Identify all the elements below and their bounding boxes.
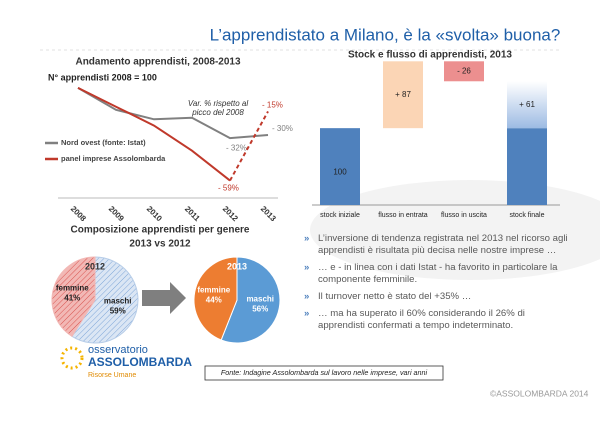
bar [507,81,547,129]
x-tick-label: flusso in uscita [441,212,487,219]
bullet: … e - in linea con i dati Istat - ha fav… [300,262,572,286]
composition-subtitle: 2013 vs 2012 [129,239,191,250]
data-label: - 30% [272,124,293,133]
x-tick-label: 2009 [107,204,126,223]
source: Fonte: Indagine Assolombarda sul lavoro … [221,368,428,377]
pie-slice [193,256,238,341]
bullet: … ma ha superato il 60% considerando il … [300,308,572,332]
slice-label: femmine [197,286,230,295]
slice-value: 41% [64,294,80,303]
logo-text: ASSOLOMBARDA [88,355,192,369]
x-tick-label: 2012 [221,204,240,223]
composition-title: Composizione apprendisti per genere [71,225,250,236]
logo-text: osservatorio [88,344,148,356]
x-tick-label: flusso in entrata [378,212,428,219]
data-label: + 87 [395,90,411,99]
slice-value: 59% [110,307,126,316]
x-tick-label: stock iniziale [320,212,360,219]
slice-value: 44% [206,296,222,305]
bullet: Il turnover netto è stato del +35% … [300,291,572,303]
bullet-list: L’inversione di tendenza registrata nel … [300,233,572,337]
chart-title: Andamento apprendisti, 2008-2013 [75,57,240,68]
slice-label: maschi [104,297,132,306]
bar [444,61,484,82]
data-label: + 61 [519,100,535,109]
x-tick-label: 2010 [145,204,164,223]
x-tick-label: stock finale [509,212,544,219]
annotation: Var. % rispetto al picco del 2008 [188,99,249,117]
pie-title: 2012 [85,261,105,271]
slice-value: 56% [252,305,268,314]
chart-subtitle: N° apprendisti 2008 = 100 [48,72,157,82]
data-label: 100 [333,168,347,177]
copyright: ©ASSOLOMBARDA 2014 [490,388,589,398]
logo-mark [60,346,84,370]
chart-title: Stock e flusso di apprendisti, 2013 [348,50,512,61]
pie-slice [71,256,139,344]
data-label: - 15% [262,101,283,110]
x-tick-label: 2008 [69,204,88,223]
series-line [77,86,231,182]
legend-label: Nord ovest (fonte: Istat) [61,138,146,147]
slice-label: maschi [246,295,274,304]
bar [383,61,423,129]
pie-title: 2013 [227,261,247,271]
logo-text: Risorse Umane [88,372,136,379]
pie-slice [220,256,281,344]
bar [507,128,547,205]
data-label: - 59% [218,184,239,193]
series-line [77,86,269,140]
source-box [204,365,444,381]
slice-label: femmine [56,284,89,293]
bar [320,128,360,205]
data-label: - 32% [226,143,247,152]
bullet: L’inversione di tendenza registrata nel … [300,233,572,257]
legend-label: panel imprese Assolombarda [61,154,166,163]
slide-title: L’apprendistato a Milano, è la «svolta» … [210,25,561,44]
arrow [142,282,186,314]
pie-slice [51,256,96,337]
data-label: - 26 [457,66,471,75]
series-line-projection [229,110,269,182]
x-tick-label: 2011 [183,204,202,223]
x-tick-label: 2013 [259,204,278,223]
